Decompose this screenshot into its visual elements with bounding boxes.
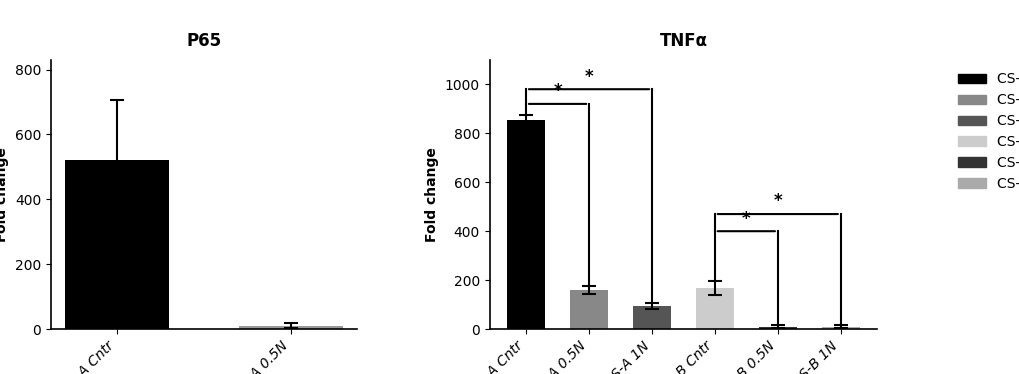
Bar (633, 306, 671, 329)
Text: *: * (552, 82, 561, 100)
Bar (570, 290, 607, 329)
Title: TNFα: TNFα (658, 32, 707, 50)
Title: P65: P65 (186, 32, 221, 50)
Legend: CS-A Cntr, CS-A 0.5N: CS-A Cntr, CS-A 0.5N (490, 67, 609, 113)
Bar (506, 120, 544, 329)
Bar (238, 326, 342, 329)
Bar (758, 327, 796, 329)
Text: *: * (741, 209, 750, 227)
Y-axis label: Fold change: Fold change (0, 147, 9, 242)
Text: *: * (772, 192, 782, 211)
Bar (695, 288, 733, 329)
Text: *: * (584, 68, 593, 86)
Bar (65, 160, 169, 329)
Bar (821, 327, 859, 329)
Y-axis label: Fold change: Fold change (425, 147, 439, 242)
Legend: CS-A Cntr, CS-A 0.5N, CS-A 1N, CS-B Cntr, CS-B 0.5N, CS-B 1N: CS-A Cntr, CS-A 0.5N, CS-A 1N, CS-B Cntr… (952, 67, 1019, 197)
